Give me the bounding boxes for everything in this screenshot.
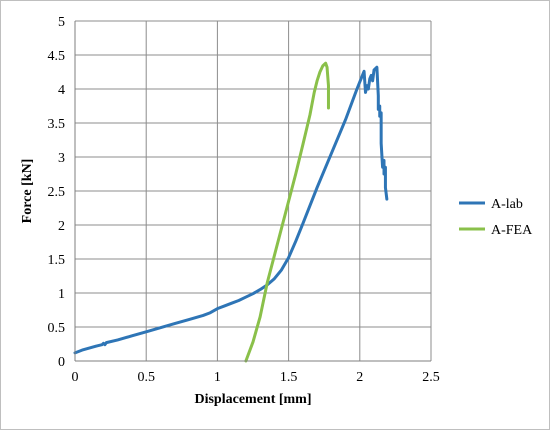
x-tick-label: 0 xyxy=(72,370,79,385)
series-lines xyxy=(73,61,389,363)
x-tick-label: 1 xyxy=(214,370,221,385)
series-line-a-fea xyxy=(244,61,330,363)
y-tick-label: 2.5 xyxy=(48,185,66,200)
y-tick-label: 4.5 xyxy=(48,49,66,64)
y-tick-label: 1 xyxy=(58,287,65,302)
series-line-a-lab xyxy=(73,65,389,355)
y-tick-label: 3 xyxy=(58,151,65,166)
y-axis-title: Force [kN] xyxy=(20,159,35,224)
y-tick-label: 0 xyxy=(58,355,65,370)
grid xyxy=(74,20,432,362)
axes: 0 0.5 1 1.5 2 2.5 0 0.5 1 1.5 2 2.5 3 3.5 4 4.5 5 xyxy=(48,15,440,385)
y-tick-label: 2 xyxy=(58,219,65,234)
x-tick-label: 2.5 xyxy=(422,370,440,385)
x-tick-label: 1.5 xyxy=(280,370,298,385)
legend-label-a-fea: A-FEA xyxy=(491,223,533,238)
x-tick-label: 2 xyxy=(356,370,363,385)
y-tick-label: 0.5 xyxy=(48,321,66,336)
x-axis-title: Displacement [mm] xyxy=(194,392,311,407)
y-tick-label: 4 xyxy=(58,83,65,98)
y-tick-label: 1.5 xyxy=(48,253,66,268)
legend-label-a-lab: A-lab xyxy=(491,197,523,212)
legend: A-lab A-FEA xyxy=(459,197,533,238)
y-tick-label: 5 xyxy=(58,15,65,30)
y-tick-label: 3.5 xyxy=(48,117,66,132)
x-tick-label: 0.5 xyxy=(137,370,155,385)
